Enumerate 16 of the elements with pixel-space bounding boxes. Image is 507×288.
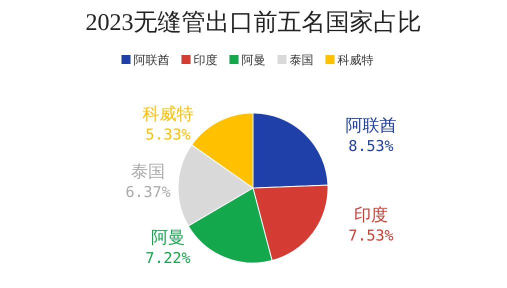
slice-label: 科威特: [142, 104, 194, 124]
data-label: 7.53%: [348, 226, 394, 245]
legend-label: 阿联酋: [134, 53, 170, 67]
slice-label: 阿曼: [151, 228, 185, 248]
data-label: 5.33%: [145, 125, 191, 144]
legend-label: 阿曼: [242, 53, 266, 67]
data-label: 7.22%: [145, 249, 191, 268]
slice-label: 泰国: [131, 162, 166, 182]
legend-label: 泰国: [290, 53, 314, 67]
legend-label: 科威特: [338, 53, 374, 67]
slice-label: 印度: [354, 206, 388, 225]
chart-title: 2023无缝管出口前五名国家占比: [86, 9, 422, 36]
data-label: 6.37%: [126, 183, 171, 202]
data-label: 8.53%: [348, 136, 394, 155]
slice-label: 阿联酋: [346, 116, 396, 135]
legend-label: 印度: [194, 53, 218, 67]
